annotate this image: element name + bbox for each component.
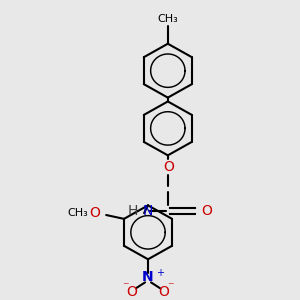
Text: N: N [143,204,153,218]
Text: H: H [128,204,138,218]
Text: O: O [164,160,174,174]
Text: CH₃: CH₃ [68,208,88,218]
Text: O: O [202,204,212,218]
Text: O: O [89,206,100,220]
Text: N: N [142,270,154,283]
Text: O: O [158,285,169,299]
Text: ⁻: ⁻ [167,281,174,294]
Text: O: O [127,285,138,299]
Text: CH₃: CH₃ [158,14,178,25]
Text: ⁻: ⁻ [122,281,128,294]
Text: +: + [156,268,164,278]
